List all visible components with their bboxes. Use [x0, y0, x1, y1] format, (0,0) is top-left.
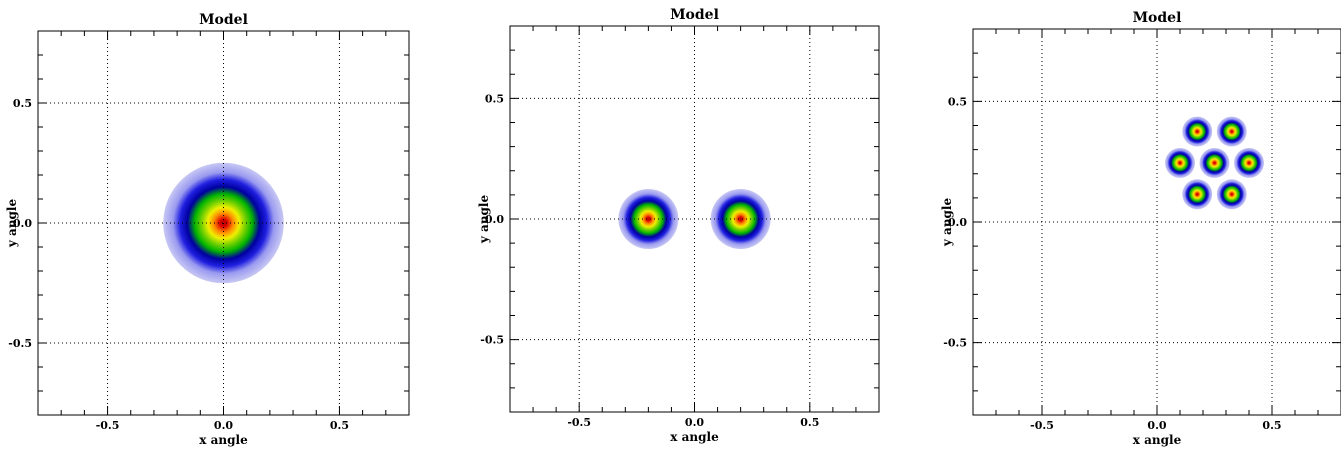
- x-tick-label: -0.5: [567, 416, 591, 429]
- x-axis-label: x angle: [1133, 433, 1182, 447]
- y-tick-label: 0.0: [948, 216, 967, 229]
- source-blob: [710, 189, 771, 249]
- source-blob: [163, 162, 284, 284]
- source-blob: [1216, 179, 1247, 210]
- x-tick-label: -0.5: [96, 419, 120, 432]
- y-tick-label: -0.5: [8, 337, 32, 350]
- plot-frame: [972, 28, 1341, 416]
- plot-frame: [37, 30, 410, 416]
- y-tick-label: 0.0: [485, 213, 504, 226]
- plot-frame: [509, 25, 880, 413]
- source-blob: [1216, 116, 1247, 147]
- x-tick-label: 0.0: [1147, 419, 1166, 432]
- source-blob: [1234, 147, 1264, 178]
- x-axis-label: x angle: [670, 430, 719, 444]
- x-tick-label: 0.0: [685, 416, 704, 429]
- y-tick-label: 0.5: [13, 97, 32, 110]
- chart-title: Model: [1133, 10, 1182, 26]
- chart-title: Model: [670, 7, 719, 23]
- y-tick-label: 0.0: [13, 217, 32, 230]
- x-tick-label: -0.5: [1030, 419, 1054, 432]
- x-tick-label: 0.5: [800, 416, 819, 429]
- y-axis-label: y angle: [940, 198, 954, 248]
- x-tick-label: 0.5: [1262, 419, 1281, 432]
- source-blob: [1199, 147, 1230, 178]
- source-blob: [1182, 116, 1213, 147]
- source-blob: [1165, 147, 1195, 178]
- y-tick-label: 0.5: [948, 95, 967, 108]
- x-tick-label: 0.5: [330, 419, 349, 432]
- source-blob: [618, 189, 679, 249]
- source-blob: [1182, 179, 1213, 210]
- y-tick-label: -0.5: [943, 337, 967, 350]
- x-axis-label: x angle: [199, 433, 248, 447]
- x-tick-label: 0.0: [214, 419, 233, 432]
- y-tick-label: -0.5: [480, 334, 504, 347]
- y-axis-label: y angle: [477, 195, 491, 245]
- y-tick-label: 0.5: [485, 92, 504, 105]
- chart-title: Model: [199, 12, 248, 28]
- y-axis-label: y angle: [5, 199, 19, 249]
